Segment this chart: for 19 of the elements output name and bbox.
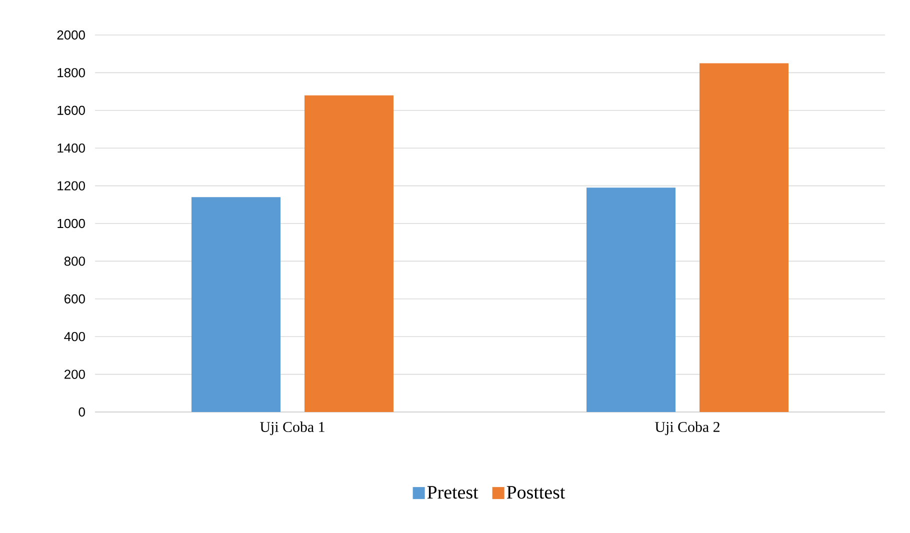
y-tick-label: 800 — [64, 256, 85, 266]
y-tick-label: 0 — [78, 407, 85, 417]
bar — [304, 95, 394, 412]
y-tick-label: 600 — [64, 294, 85, 304]
bar — [586, 188, 676, 412]
bar — [192, 197, 281, 412]
y-tick-label: 1200 — [58, 181, 85, 190]
y-tick-label: 1000 — [58, 218, 85, 228]
y-tick-label: 1600 — [58, 106, 85, 115]
x-tick-label: Uji Coba 1 — [260, 422, 324, 436]
y-tick-label: 2000 — [57, 30, 85, 40]
y-tick-label: 1800 — [58, 68, 85, 78]
legend-label: Posttest — [506, 486, 566, 499]
bar — [700, 63, 789, 412]
y-tick-label: 1400 — [58, 144, 85, 153]
legend-label: Pretest — [427, 486, 478, 499]
y-tick-label: 400 — [64, 332, 85, 342]
x-tick-label: Uji Coba 2 — [655, 422, 720, 436]
y-tick-label: 200 — [64, 370, 85, 379]
